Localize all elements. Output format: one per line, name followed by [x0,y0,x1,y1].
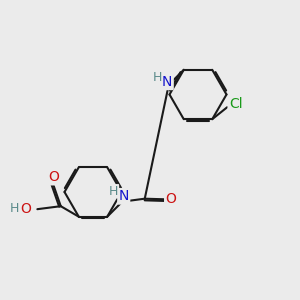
Text: H: H [109,185,119,198]
Text: N: N [162,75,172,89]
Text: O: O [20,202,32,216]
Text: Cl: Cl [229,97,242,111]
Text: O: O [165,192,176,206]
Text: H: H [153,71,162,84]
Text: O: O [48,170,59,184]
Text: H: H [10,202,20,215]
Text: N: N [118,189,129,203]
